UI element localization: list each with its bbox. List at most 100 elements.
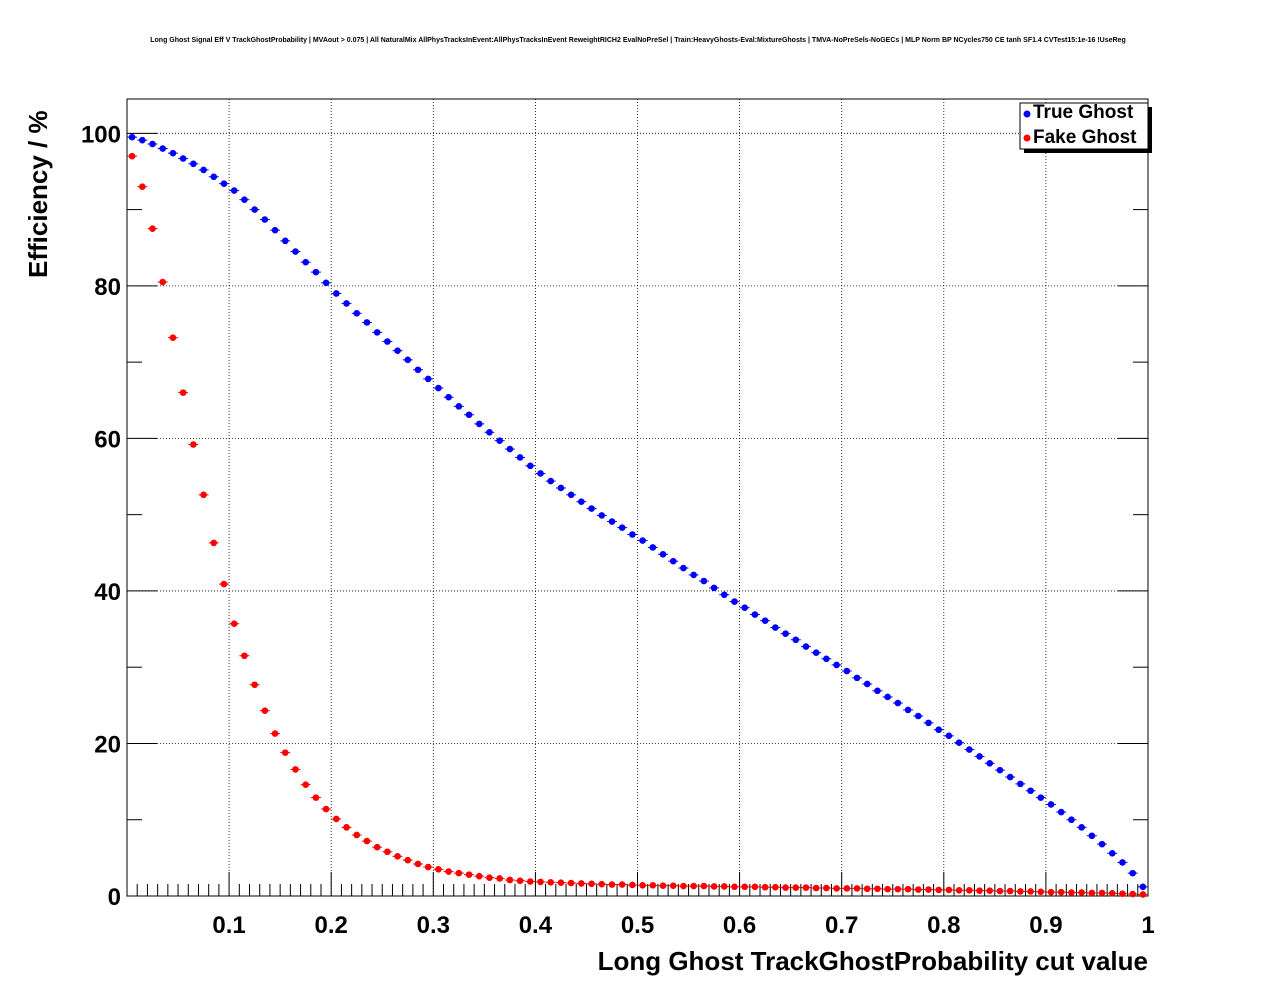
data-point <box>833 661 840 669</box>
data-point <box>1098 840 1106 848</box>
data-point <box>863 885 871 893</box>
data-point <box>1027 888 1034 895</box>
data-point <box>935 726 942 734</box>
data-point <box>639 882 646 889</box>
grid <box>127 99 1148 896</box>
data-point <box>312 268 320 276</box>
data-point <box>404 856 412 864</box>
data-point <box>1057 888 1065 896</box>
data-point <box>404 356 412 364</box>
data-point <box>874 885 881 893</box>
data-point <box>1088 832 1096 840</box>
data-point <box>761 883 769 891</box>
data-point <box>526 878 534 885</box>
data-point <box>1006 887 1014 895</box>
data-point <box>251 681 258 689</box>
data-point <box>792 636 800 644</box>
data-point <box>598 512 606 519</box>
data-point <box>333 815 340 823</box>
data-point <box>935 886 942 894</box>
data-point <box>333 290 340 297</box>
y-tick-label: 20 <box>94 731 121 758</box>
legend-label-true-ghost: True Ghost <box>1033 102 1134 123</box>
data-point <box>966 746 973 753</box>
data-point <box>782 884 789 891</box>
data-point <box>169 334 177 342</box>
data-point <box>608 881 616 888</box>
data-point <box>976 753 983 760</box>
data-point <box>996 766 1004 774</box>
y-axis-label: Efficiency / % <box>23 110 53 278</box>
data-point <box>741 604 749 612</box>
data-point <box>710 883 718 890</box>
data-point <box>414 366 422 374</box>
data-point <box>904 706 912 714</box>
data-point <box>1047 801 1055 808</box>
data-point <box>629 881 636 889</box>
data-point <box>1129 890 1136 898</box>
data-point <box>516 877 524 885</box>
data-point <box>1108 849 1116 857</box>
data-point <box>557 879 565 886</box>
data-point <box>894 699 902 707</box>
data-point <box>751 883 759 891</box>
data-point <box>230 187 238 194</box>
data-point <box>537 878 544 886</box>
data-point <box>659 551 667 558</box>
data-point <box>700 577 708 585</box>
data-point <box>455 403 463 410</box>
x-tick-label: 0.1 <box>212 912 245 939</box>
data-point <box>863 680 871 688</box>
data-point <box>424 375 432 383</box>
data-point <box>853 674 861 682</box>
legend-label-fake-ghost: Fake Ghost <box>1033 127 1137 148</box>
data-point <box>353 310 361 317</box>
data-point <box>322 279 330 287</box>
data-point <box>394 853 401 860</box>
data-point <box>649 544 657 551</box>
x-axis-label: Long Ghost TrackGhostProbability cut val… <box>598 946 1148 976</box>
data-point <box>955 886 963 894</box>
data-point <box>1057 808 1065 816</box>
data-point <box>169 149 177 157</box>
legend: True Ghost Fake Ghost <box>1019 102 1152 153</box>
data-point <box>567 879 575 887</box>
data-point <box>914 886 922 893</box>
data-point <box>281 237 289 245</box>
data-point <box>363 319 371 326</box>
data-point <box>598 880 606 888</box>
data-point <box>996 887 1004 895</box>
data-point <box>384 848 391 856</box>
data-point <box>271 226 279 234</box>
data-point <box>394 347 401 354</box>
data-point <box>241 196 248 203</box>
data-point <box>200 491 207 499</box>
data-point <box>445 868 452 875</box>
data-point <box>475 872 483 880</box>
data-point <box>812 649 820 657</box>
data-point <box>914 712 922 720</box>
data-point <box>1088 889 1096 897</box>
data-point <box>506 445 514 453</box>
data-point <box>629 531 636 538</box>
data-point <box>782 630 789 637</box>
data-point <box>802 643 810 650</box>
data-point <box>945 886 953 894</box>
x-tick-label: 0.7 <box>825 912 858 939</box>
data-point <box>220 580 228 588</box>
axis-ticks: 0.1 0.2 0.3 0.4 0.5 0.6 0.7 0.8 0.9 1 0 20 40 60 80 100 <box>81 121 1155 939</box>
data-point <box>812 884 820 892</box>
data-point <box>874 687 881 695</box>
data-point <box>363 837 371 845</box>
series-true-ghost <box>127 133 1148 891</box>
data-point <box>465 411 473 419</box>
data-point <box>823 884 830 892</box>
data-point <box>894 885 902 893</box>
data-point <box>884 885 891 893</box>
data-point <box>496 875 503 882</box>
data-point <box>128 152 136 160</box>
data-point <box>292 766 299 773</box>
series-fake-ghost <box>127 152 1148 898</box>
data-point <box>271 730 279 737</box>
data-point <box>343 824 350 831</box>
